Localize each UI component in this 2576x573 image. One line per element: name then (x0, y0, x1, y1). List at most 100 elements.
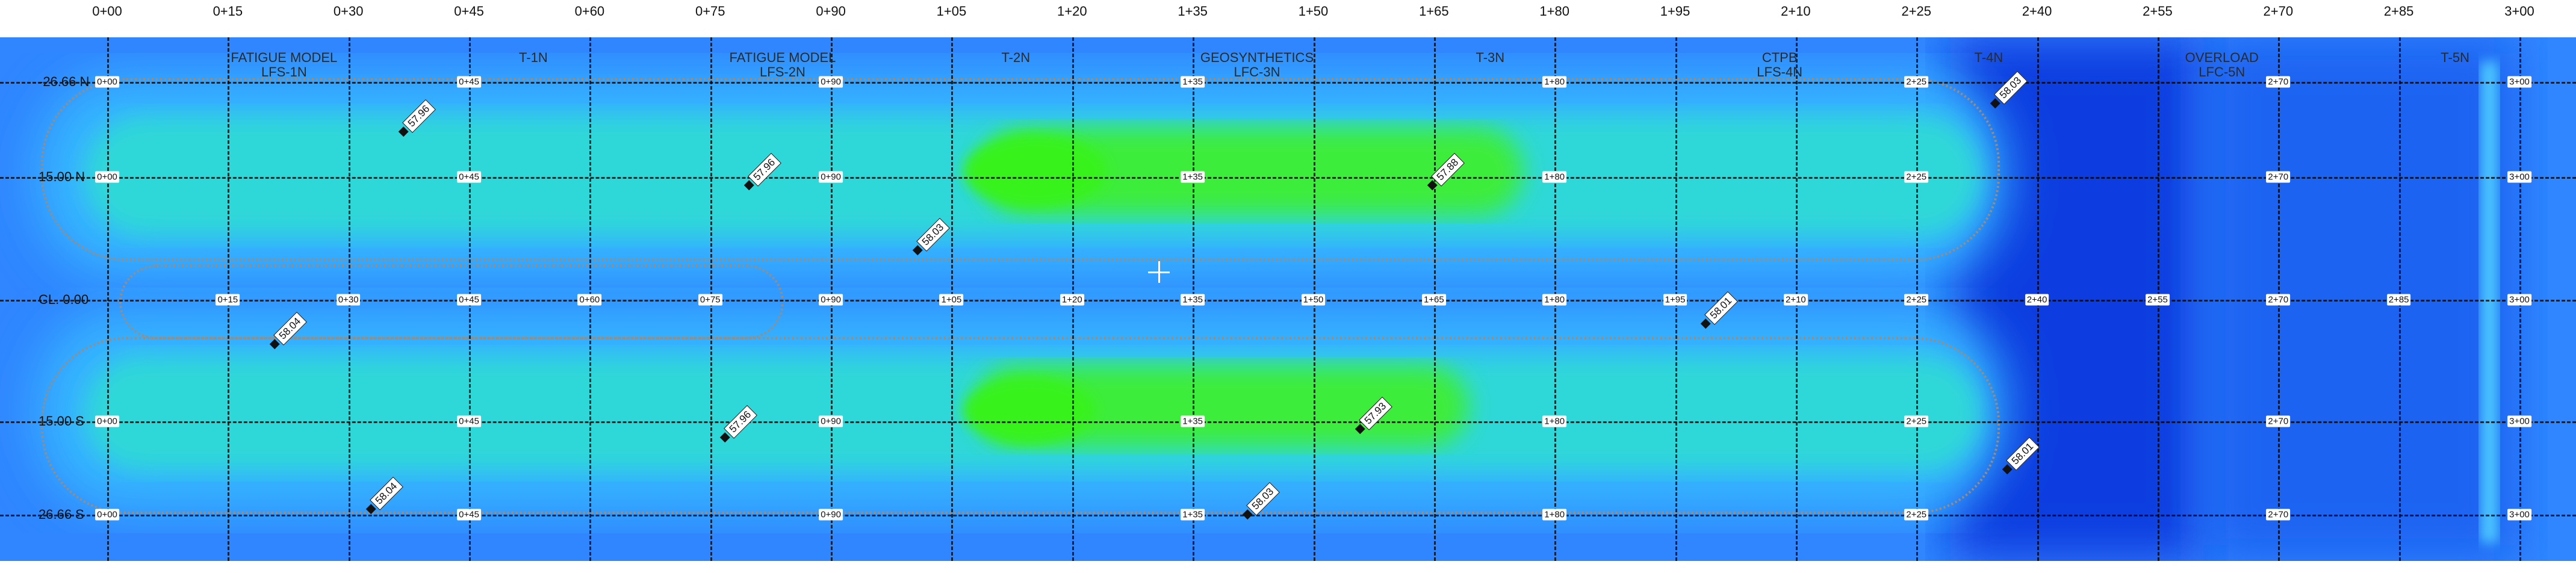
elevation-value: 58.01 (2006, 437, 2040, 471)
marker-pin-icon (269, 339, 280, 350)
test-section-label: GEOSYNTHETICS LFC-3N (1200, 50, 1314, 79)
station-axis-label: 2+10 (1781, 4, 1811, 19)
station-axis-label: 1+35 (1178, 4, 1208, 19)
offset-row-label: -26.66 N (39, 74, 90, 89)
heat-map[interactable]: -26.66 N 15.00 N CL. 0.00 15.00 S 26.66 S FAT… (0, 37, 2576, 561)
grid-station-tag: 0+00 (95, 415, 119, 427)
grid-station-tag: 1+35 (1181, 294, 1205, 306)
grid-station-tag: 1+50 (1301, 294, 1326, 306)
station-axis-label: 3+00 (2504, 4, 2534, 19)
grid-station-tag: 1+65 (1421, 294, 1446, 306)
grid-station-tag: 1+95 (1663, 294, 1687, 306)
grid-station-tag: 2+25 (1904, 294, 1929, 306)
station-axis-label: 0+45 (454, 4, 484, 19)
station-axis-label: 0+75 (695, 4, 725, 19)
grid-station-tag: 0+15 (216, 294, 240, 306)
grid-station-tag: 0+90 (819, 76, 843, 88)
station-axis-label: 2+85 (2383, 4, 2414, 19)
station-axis-label: 2+70 (2263, 4, 2294, 19)
elevation-marker[interactable]: 57.96 (396, 99, 436, 140)
crosshair-cursor-icon (1148, 261, 1170, 283)
elevation-marker[interactable]: 57.96 (717, 404, 757, 445)
marker-pin-icon (1355, 424, 1365, 435)
grid-station-tag: 2+25 (1904, 171, 1929, 183)
station-axis-label: 2+25 (1901, 4, 1932, 19)
grid-station-tag: 1+80 (1542, 76, 1567, 88)
grid-station-tag: 0+90 (819, 415, 843, 427)
elevation-value: 57.96 (747, 152, 781, 187)
grid-station-tag: 2+70 (2266, 294, 2291, 306)
grid-station-tag: 1+35 (1181, 509, 1205, 521)
test-section-label: T-5N (2441, 50, 2469, 65)
elevation-value: 57.93 (1359, 397, 1392, 431)
elevation-value: 58.04 (370, 477, 403, 511)
elevation-value: 57.88 (1431, 152, 1465, 187)
grid-station-tag: 1+35 (1181, 76, 1205, 88)
station-axis-label: 2+55 (2143, 4, 2173, 19)
test-section-label: FATIGUE MODEL LFS-1N (231, 50, 338, 79)
offset-gridline (0, 515, 2576, 516)
grid-station-tag: 1+35 (1181, 171, 1205, 183)
grid-station-tag: 0+45 (457, 509, 481, 521)
grid-station-tag: 1+80 (1542, 509, 1567, 521)
grid-station-tag: 3+00 (2507, 509, 2531, 521)
offset-gridline (0, 421, 2576, 423)
grid-station-tag: 2+70 (2266, 76, 2291, 88)
grid-station-tag: 0+00 (95, 76, 119, 88)
grid-station-tag: 2+25 (1904, 415, 1929, 427)
station-axis-label: 1+20 (1057, 4, 1087, 19)
elevation-marker[interactable]: 57.93 (1352, 397, 1392, 437)
grid-station-tag: 0+75 (698, 294, 722, 306)
grid-station-tag: 2+70 (2266, 509, 2291, 521)
bottom-margin (0, 561, 2576, 573)
test-section-label: T-4N (1974, 50, 2003, 65)
station-axis-label: 2+40 (2022, 4, 2052, 19)
grid-station-tag: 0+90 (819, 509, 843, 521)
elevation-marker[interactable]: 57.96 (741, 152, 781, 193)
station-gridline (107, 37, 109, 561)
elevation-marker[interactable]: 58.03 (910, 218, 951, 258)
elevation-value: 58.01 (1704, 291, 1738, 326)
station-axis-label: 1+50 (1298, 4, 1329, 19)
grid-station-tag: 2+10 (1783, 294, 1808, 306)
station-axis-label: 0+60 (574, 4, 605, 19)
grid-station-tag: 2+25 (1904, 509, 1929, 521)
elevation-value: 58.04 (273, 312, 307, 345)
grid-station-tag: 1+80 (1542, 415, 1567, 427)
grid-station-tag: 1+80 (1542, 294, 1567, 306)
grid-station-tag: 1+35 (1181, 415, 1205, 427)
grid-station-tag: 2+55 (2146, 294, 2170, 306)
grid-station-tag: 1+20 (1060, 294, 1084, 306)
grid-station-tag: 0+60 (577, 294, 602, 306)
grid-station-tag: 0+45 (457, 415, 481, 427)
offset-gridline (0, 82, 2576, 84)
offset-gridline (0, 300, 2576, 302)
test-section-label: T-2N (1001, 50, 1031, 65)
elevation-marker[interactable]: 58.04 (267, 312, 307, 352)
elevation-marker[interactable]: 58.03 (1988, 71, 2028, 111)
offset-gridline (0, 177, 2576, 179)
elevation-marker[interactable]: 58.04 (364, 477, 403, 517)
elevation-marker[interactable]: 58.01 (2000, 437, 2040, 477)
elevation-marker[interactable]: 57.88 (1425, 152, 1465, 193)
test-section-label: FATIGUE MODEL LFS-2N (729, 50, 836, 79)
grid-station-tag: 2+70 (2266, 171, 2291, 183)
station-axis-label: 1+65 (1419, 4, 1449, 19)
grid-station-tag: 1+80 (1542, 171, 1567, 183)
grid-station-tag: 3+00 (2507, 415, 2531, 427)
grid-station-tag: 0+30 (336, 294, 361, 306)
grid-station-tag: 3+00 (2507, 294, 2531, 306)
grid-station-tag: 0+00 (95, 509, 119, 521)
station-axis: 0+00 0+15 0+30 0+45 0+60 0+75 0+90 1+05 1+20 1+35… (0, 0, 2576, 36)
grid-station-tag: 0+90 (819, 171, 843, 183)
grid-station-tag: 2+25 (1904, 76, 1929, 88)
grid-station-tag: 3+00 (2507, 76, 2531, 88)
elevation-marker[interactable]: 58.01 (1698, 291, 1738, 332)
offset-row-label: CL. 0.00 (39, 292, 89, 307)
elevation-value: 57.96 (402, 99, 436, 134)
station-axis-label: 0+30 (333, 4, 364, 19)
grid-station-tag: 2+85 (2386, 294, 2411, 306)
offset-row-label: 26.66 S (39, 507, 84, 522)
station-axis-label: 1+05 (936, 4, 967, 19)
marker-pin-icon (398, 126, 409, 137)
